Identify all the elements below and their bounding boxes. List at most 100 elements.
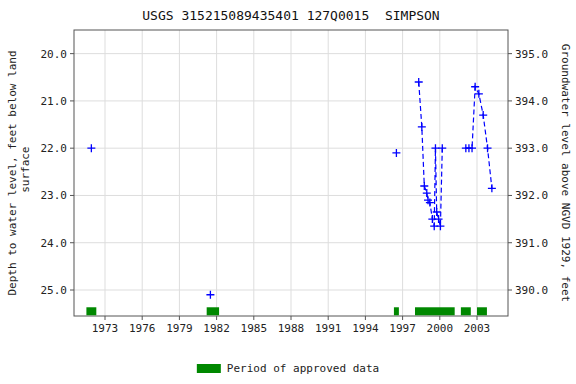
grid-line-x	[328, 30, 329, 316]
grid-line-x	[402, 30, 403, 316]
point-marker	[435, 215, 443, 223]
tick-label-x: 1973	[92, 322, 119, 335]
tick-label-x: 1979	[166, 322, 193, 335]
grid-line-x	[179, 30, 180, 316]
plot-frame	[74, 30, 508, 316]
background	[0, 0, 576, 384]
tick-y	[70, 53, 74, 54]
legend: Period of approved data	[197, 362, 379, 375]
tick-x	[477, 316, 478, 320]
tick-x	[365, 316, 366, 320]
tick-label-y: 25.0	[41, 284, 68, 297]
point-marker	[484, 144, 492, 152]
tick-x	[328, 316, 329, 320]
legend-label: Period of approved data	[227, 362, 379, 375]
tick-y	[70, 195, 74, 196]
point-marker	[206, 291, 214, 299]
approved-period	[207, 307, 219, 315]
series-line	[419, 82, 443, 226]
axis-label-y: Depth to water level, feet below land su…	[6, 50, 32, 295]
grid-line-x	[216, 30, 217, 316]
point-marker	[418, 123, 426, 131]
point-marker	[433, 208, 441, 216]
tick-label-y: 22.0	[41, 142, 68, 155]
tick-x	[216, 316, 217, 320]
grid-line-y	[74, 242, 508, 243]
tick-y2	[508, 148, 512, 149]
point-marker	[468, 144, 476, 152]
tick-label-y2: 394.0	[515, 95, 548, 108]
tick-label-x: 1982	[203, 322, 230, 335]
grid-line-y	[74, 100, 508, 101]
tick-label-x: 1976	[129, 322, 156, 335]
tick-label-y2: 392.0	[515, 189, 548, 202]
axis-label-y2: Groundwater level above NGVD 1929, feet	[559, 44, 572, 302]
point-marker	[392, 149, 400, 157]
tick-y2	[508, 53, 512, 54]
approved-period	[415, 307, 455, 315]
tick-label-y: 24.0	[41, 237, 68, 250]
grid-line-x	[253, 30, 254, 316]
tick-y2	[508, 290, 512, 291]
axis-label-y-line: surface	[19, 147, 32, 200]
approved-period	[461, 307, 471, 315]
axis-label-y-line: Depth to water level, feet below land	[6, 50, 19, 295]
tick-y	[70, 100, 74, 101]
grid-line-x	[105, 30, 106, 316]
point-marker	[475, 90, 483, 98]
tick-label-x: 2003	[464, 322, 491, 335]
chart: 1973 1976 1979 1982 1985 1988 1991 1994 1997 2000…	[0, 0, 576, 384]
approved-period	[477, 307, 487, 315]
tick-label-x: 1997	[389, 322, 416, 335]
tick-label-y2: 390.0	[515, 284, 548, 297]
point-marker	[431, 144, 439, 152]
point-marker	[426, 199, 434, 207]
tick-x	[105, 316, 106, 320]
tick-label-y: 23.0	[41, 189, 68, 202]
grid-line-y	[74, 53, 508, 54]
tick-label-x: 1988	[278, 322, 305, 335]
grid-line-x	[439, 30, 440, 316]
tick-y2	[508, 100, 512, 101]
tick-label-x: 1994	[352, 322, 379, 335]
tick-label-y2: 391.0	[515, 237, 548, 250]
point-marker	[420, 182, 428, 190]
approved-period	[86, 307, 96, 315]
point-marker	[479, 111, 487, 119]
tick-label-y: 20.0	[41, 48, 68, 61]
grid-line-x	[142, 30, 143, 316]
grid-line-y	[74, 195, 508, 196]
tick-label-y: 21.0	[41, 95, 68, 108]
approved-period	[394, 307, 399, 315]
tick-y	[70, 242, 74, 243]
data-group	[86, 78, 495, 315]
tick-label-x: 2000	[427, 322, 454, 335]
point-marker	[87, 144, 95, 152]
title: USGS 315215089435401 127Q0015 SIMPSON	[142, 8, 439, 23]
point-marker	[488, 184, 496, 192]
grid-line-x	[477, 30, 478, 316]
tick-x	[439, 316, 440, 320]
tick-label-x: 1985	[241, 322, 268, 335]
legend-swatch	[197, 364, 221, 373]
tick-y	[70, 290, 74, 291]
tick-x	[142, 316, 143, 320]
tick-label-y2: 395.0	[515, 48, 548, 61]
series-line	[466, 87, 492, 189]
tick-label-x: 1991	[315, 322, 342, 335]
tick-y2	[508, 242, 512, 243]
grid-line-y	[74, 290, 508, 291]
point-marker	[436, 222, 444, 230]
point-marker	[415, 78, 423, 86]
point-marker	[471, 83, 479, 91]
point-marker	[438, 144, 446, 152]
tick-label-y2: 393.0	[515, 142, 548, 155]
tick-y2	[508, 195, 512, 196]
tick-x	[402, 316, 403, 320]
tick-x	[179, 316, 180, 320]
tick-x	[291, 316, 292, 320]
tick-y	[70, 148, 74, 149]
grid-line-x	[365, 30, 366, 316]
point-marker	[423, 189, 431, 197]
tick-x	[253, 316, 254, 320]
